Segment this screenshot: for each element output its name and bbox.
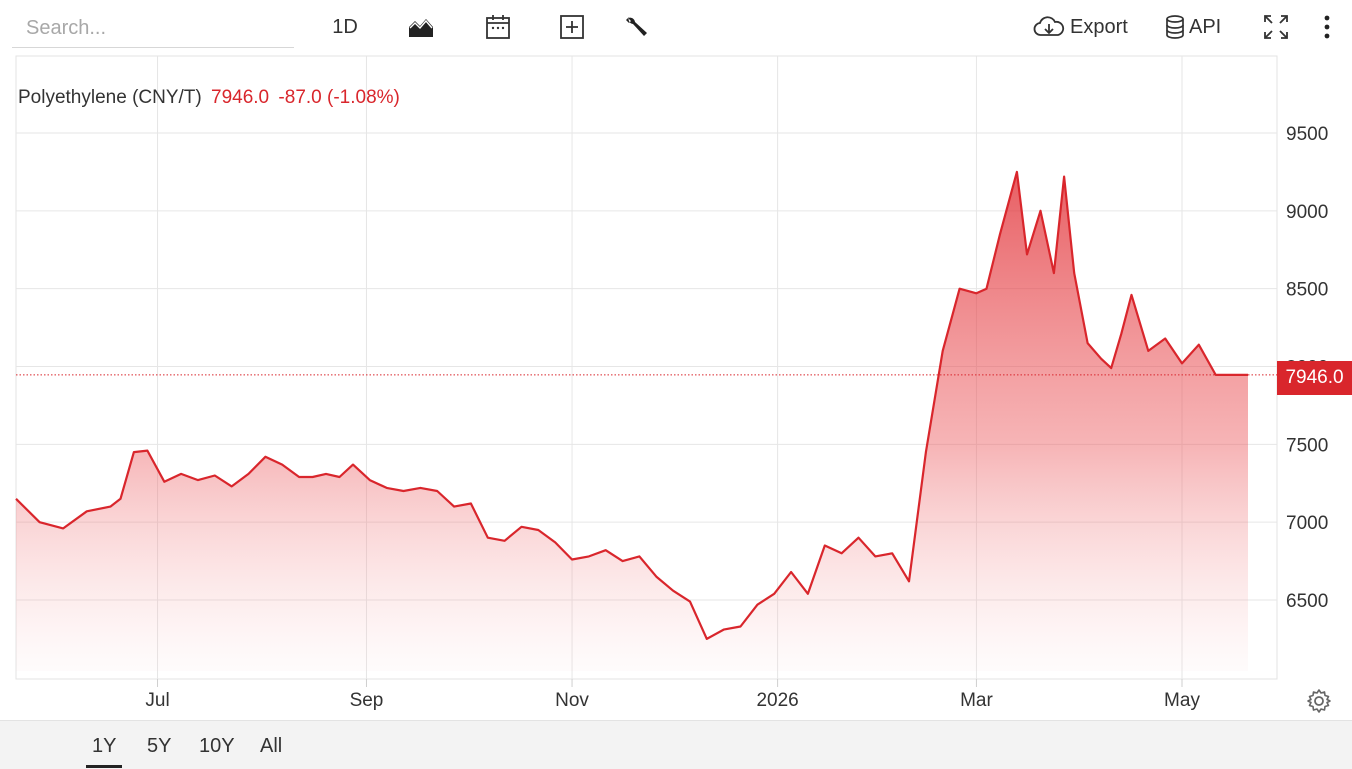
api-label: API [1189, 15, 1222, 38]
add-series-button[interactable] [555, 10, 589, 44]
range-all-button[interactable]: All [260, 735, 283, 757]
y-tick-label: 6500 [1286, 591, 1328, 612]
wrench-icon [626, 17, 647, 36]
cloud-download-icon [1033, 16, 1065, 36]
x-tick-label: Mar [960, 690, 993, 711]
gear-icon[interactable] [1306, 688, 1332, 714]
legend-price: 7946.0 [211, 87, 270, 108]
range-5y-button[interactable]: 5Y [147, 735, 172, 757]
tools-button[interactable] [620, 10, 654, 44]
chart-area-layer [15, 170, 1277, 671]
export-button[interactable]: Export [1032, 10, 1136, 44]
last-price-tag: 7946.0 [1277, 361, 1352, 395]
plus-box-icon [560, 15, 584, 39]
fullscreen-icon [1264, 15, 1288, 39]
export-label: Export [1070, 15, 1128, 38]
legend-series-name: Polyethylene (CNY/T) [18, 87, 202, 108]
y-tick-label: 8500 [1286, 280, 1328, 301]
legend-change: -87.0 (-1.08%) [278, 87, 400, 108]
chart-legend: Polyethylene (CNY/T) 7946.0 -87.0 (-1.08… [18, 87, 400, 109]
x-tick-label: Sep [350, 690, 384, 711]
x-tick-label: Jul [145, 690, 169, 711]
date-range-button[interactable] [481, 10, 515, 44]
toolbar: 1D [0, 0, 1352, 56]
interval-button[interactable]: 1D [332, 15, 358, 38]
y-tick-label: 9000 [1286, 202, 1328, 223]
y-tick-label: 9500 [1286, 124, 1328, 145]
calendar-icon [486, 15, 510, 39]
y-tick-label: 7500 [1286, 435, 1328, 456]
fullscreen-button[interactable] [1260, 10, 1292, 44]
range-selector-bar: 1Y 5Y 10Y All [0, 720, 1352, 769]
range-10y-button[interactable]: 10Y [199, 735, 235, 757]
chart-type-button[interactable] [404, 10, 438, 44]
api-button[interactable]: API [1164, 10, 1228, 44]
area-chart-icon [409, 19, 433, 37]
more-options-button[interactable] [1314, 10, 1340, 44]
database-icon [1166, 15, 1184, 39]
range-1y-button[interactable]: 1Y [86, 735, 123, 768]
x-tick-label: Nov [555, 690, 589, 711]
series-area-fill [16, 171, 1248, 671]
y-tick-label: 7000 [1286, 513, 1328, 534]
more-vert-icon [1324, 15, 1330, 39]
x-tick-label: May [1164, 690, 1200, 711]
series-line [15, 170, 1248, 640]
x-axis: Jul Sep Nov 2026 Mar May [145, 690, 1200, 711]
search-input[interactable] [12, 10, 294, 48]
x-tick-label: 2026 [756, 690, 798, 711]
